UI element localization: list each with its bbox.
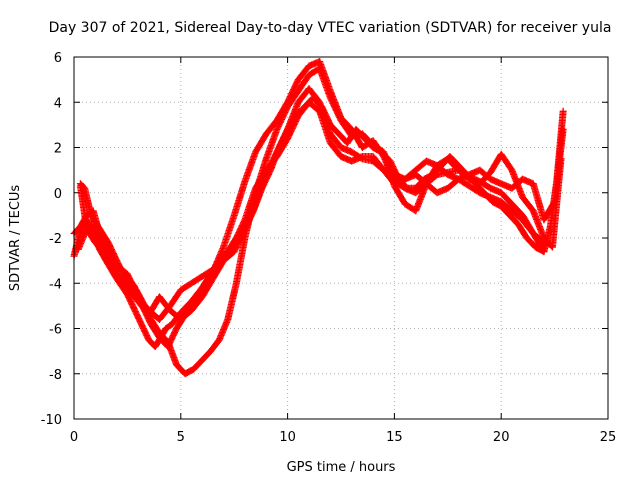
data-markers <box>70 58 567 378</box>
tick-labels: 0 5 10 15 20 25 -10 -8 -6 -4 -2 0 2 4 6 <box>41 51 617 445</box>
data-point <box>540 248 548 256</box>
x-axis-label: GPS time / hours <box>287 460 396 475</box>
y-tick-label: -8 <box>49 368 62 383</box>
y-tick-label: -6 <box>49 323 62 338</box>
data-point <box>559 125 567 133</box>
y-tick-label: 2 <box>54 142 62 157</box>
x-tick-label: 0 <box>70 430 78 445</box>
series-track-3 <box>76 85 548 323</box>
x-tick-label: 20 <box>493 430 510 445</box>
data-point <box>540 239 548 247</box>
series-track-4 <box>74 98 567 323</box>
data-point <box>539 238 547 246</box>
x-tick-label: 10 <box>279 430 296 445</box>
y-tick-label: -4 <box>49 277 62 292</box>
series-track-5 <box>76 94 548 351</box>
y-tick-label: -10 <box>41 413 62 428</box>
plot-area-border <box>73 56 609 420</box>
y-tick-label: -2 <box>49 232 62 247</box>
x-tick-label: 5 <box>177 430 185 445</box>
chart-title: Day 307 of 2021, Sidereal Day-to-day VTE… <box>49 20 612 36</box>
grid <box>74 57 608 419</box>
y-tick-label: 0 <box>54 187 62 202</box>
x-tick-label: 15 <box>386 430 403 445</box>
y-axis-label: SDTVAR / TECUs <box>8 185 23 292</box>
y-tick-label: 4 <box>54 96 62 111</box>
y-tick-label: 6 <box>54 51 62 66</box>
data-point <box>559 107 567 115</box>
x-tick-label: 25 <box>600 430 617 445</box>
